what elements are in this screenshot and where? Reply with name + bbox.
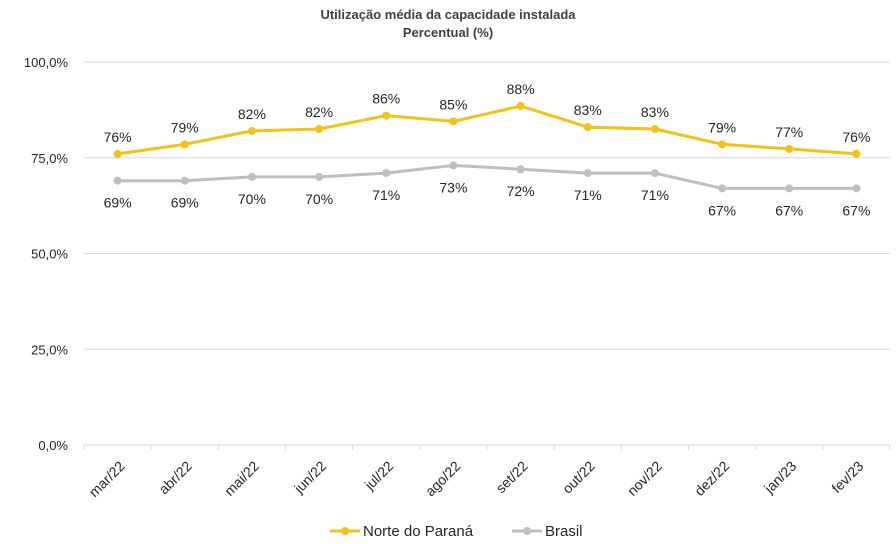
- x-tick-label: jun/22: [290, 458, 329, 497]
- data-label: 79%: [708, 119, 736, 135]
- x-tick-label: mai/22: [221, 458, 262, 499]
- data-point: [785, 184, 794, 193]
- data-point: [382, 169, 391, 178]
- x-tick-label: fev/23: [828, 458, 866, 496]
- series-line: [117, 104, 857, 156]
- data-label: 70%: [305, 191, 333, 207]
- data-point: [315, 125, 324, 134]
- legend-label: Norte do Paraná: [363, 523, 474, 540]
- series-group: 76%79%82% 82%86% 85%88%83% 83%79% 77% 76%69% 6…: [104, 81, 871, 218]
- data-label: 88%: [507, 81, 535, 97]
- data-label: 70%: [238, 191, 266, 207]
- x-tick-label: abr/22: [155, 458, 195, 498]
- data-label: 69%: [171, 195, 199, 211]
- legend-item: Brasil: [512, 523, 583, 540]
- data-point: [852, 149, 861, 158]
- data-label: 71%: [372, 187, 400, 203]
- legend-item: Norte do Paraná: [330, 523, 474, 540]
- data-point: [718, 184, 727, 193]
- data-point: [315, 172, 324, 181]
- data-point: [852, 184, 861, 193]
- data-label: 67%: [708, 202, 736, 218]
- y-tick-label: 0,0%: [38, 438, 68, 453]
- legend-label: Brasil: [545, 523, 583, 540]
- y-tick-label: 50,0%: [31, 247, 68, 262]
- x-tick-label: jan/23: [760, 458, 799, 497]
- data-point: [718, 140, 727, 149]
- x-tick-label: mar/22: [86, 458, 128, 500]
- data-point: [449, 161, 458, 170]
- series-line: [117, 163, 857, 190]
- data-point: [247, 126, 256, 135]
- x-tick-label: ago/22: [422, 458, 464, 500]
- x-tick-label: set/22: [492, 458, 530, 496]
- y-tick-label: 25,0%: [31, 342, 68, 357]
- x-tick-label: out/22: [559, 458, 598, 497]
- data-point: [516, 102, 525, 111]
- data-point: [583, 169, 592, 178]
- data-point: [180, 176, 189, 185]
- chart-subtitle: Percentual (%): [403, 25, 493, 40]
- y-tick-label: 100,0%: [24, 55, 69, 70]
- chart-title: Utilização média da capacidade instalada: [320, 7, 576, 22]
- data-point: [180, 140, 189, 149]
- data-label: 86%: [372, 91, 400, 107]
- data-point: [247, 172, 256, 181]
- data-point: [785, 144, 794, 153]
- data-point: [449, 117, 458, 126]
- data-label: 69%: [104, 195, 132, 211]
- x-tick-label: nov/22: [624, 458, 665, 499]
- legend-swatch-marker: [341, 527, 349, 535]
- y-axis: 0,0% 25,0% 50,0% 75,0% 100,0%: [24, 55, 69, 453]
- series-0: 76% 79% 82% 82% 86% 85% 88% 83% 83% 79% 77% 76%: [104, 81, 870, 158]
- data-point: [650, 169, 659, 178]
- x-axis: mar/22 abr/22 mai/22 jun/22 jul/22 ago/22 set/…: [83, 445, 891, 500]
- gridlines: [84, 61, 890, 446]
- data-label: 79%: [171, 119, 199, 135]
- data-label: 76%: [842, 129, 870, 145]
- data-label: 71%: [641, 187, 669, 203]
- series-1: 69% 69% 70% 70% 71% 73% 72% 71% 71% 67% 67% 67%: [104, 161, 870, 218]
- data-label: 82%: [238, 106, 266, 122]
- data-point: [382, 111, 391, 120]
- x-tick-label: dez/22: [691, 458, 732, 499]
- data-label: 67%: [775, 202, 803, 218]
- legend-swatch-marker: [523, 527, 531, 535]
- x-tick-label: jul/22: [361, 458, 397, 494]
- data-label: 82%: [305, 104, 333, 120]
- y-tick-label: 75,0%: [31, 151, 68, 166]
- data-label: 72%: [507, 183, 535, 199]
- data-point: [113, 149, 122, 158]
- legend: Norte do Paraná Brasil: [330, 523, 583, 540]
- data-label: 85%: [439, 96, 467, 112]
- data-label: 67%: [842, 202, 870, 218]
- data-label: 71%: [574, 187, 602, 203]
- data-label: 77%: [775, 124, 803, 140]
- data-label: 83%: [641, 104, 669, 120]
- data-point: [516, 165, 525, 174]
- data-point: [650, 125, 659, 134]
- data-label: 76%: [104, 129, 132, 145]
- data-label: 73%: [439, 179, 467, 195]
- data-label: 83%: [574, 102, 602, 118]
- data-point: [583, 123, 592, 132]
- data-point: [113, 176, 122, 185]
